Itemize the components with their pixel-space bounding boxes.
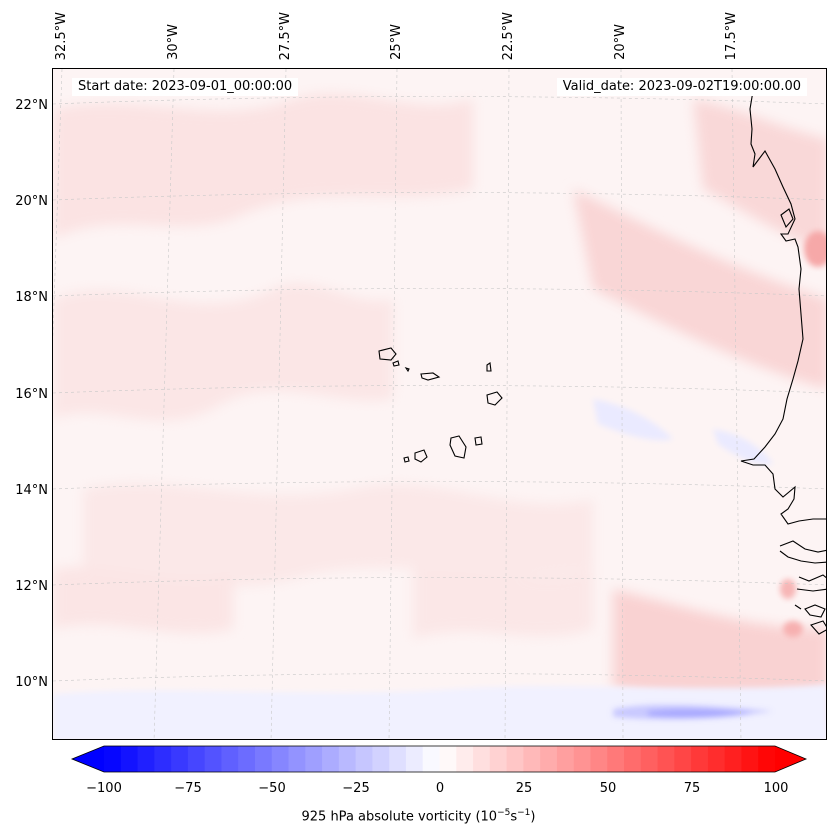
colorbar-tick: 100 <box>763 781 789 796</box>
colorbar-bin <box>405 746 424 772</box>
colorbar-bin <box>758 746 776 772</box>
colorbar-bin <box>104 746 122 772</box>
colorbar-bin <box>271 746 290 772</box>
colorbar-bin <box>288 746 306 772</box>
colorbar-outline <box>70 745 808 773</box>
lat-label-22n: 22°N <box>15 98 48 113</box>
colorbar-tick: −50 <box>258 781 286 796</box>
colorbar-tick: −75 <box>174 781 202 796</box>
colorbar-bin <box>338 746 357 772</box>
colorbar-bin <box>674 746 692 772</box>
colorbar-bin <box>540 746 558 772</box>
colorbar-tick: 75 <box>683 781 701 796</box>
colorbar <box>70 745 808 773</box>
colorbar-tick: 0 <box>435 781 445 796</box>
colorbar-bin <box>473 746 491 772</box>
colorbar-bin <box>171 746 189 772</box>
colorbar-bin <box>506 746 524 772</box>
colorbar-bin <box>204 746 222 772</box>
colorbar-tick: 25 <box>515 781 533 796</box>
colorbar-bin <box>137 746 155 772</box>
lon-label-20w: 20°W <box>612 24 628 60</box>
colorbar-bin <box>389 746 407 772</box>
african-coastline <box>740 90 826 525</box>
colorbar-bin <box>707 746 726 772</box>
lon-label-17-5w: 17.5°W <box>723 11 739 60</box>
lat-label-14n: 14°N <box>15 483 48 498</box>
colorbar-bin <box>607 746 625 772</box>
colorbar-bin <box>422 746 440 772</box>
colorbar-bin <box>355 746 373 772</box>
lat-label-20n: 20°N <box>15 194 48 209</box>
colorbar-max-extension <box>775 746 806 772</box>
colorbar-bin <box>439 746 457 772</box>
lon-label-27-5w: 27.5°W <box>277 11 293 60</box>
colorbar-bin <box>187 746 206 772</box>
colorbar-tick: −100 <box>86 781 122 796</box>
colorbar-bin <box>590 746 608 772</box>
lat-label-16n: 16°N <box>15 387 48 402</box>
colorbar-min-extension <box>72 746 104 772</box>
colorbar-bin <box>724 746 742 772</box>
colorbar-tick: 50 <box>599 781 617 796</box>
vorticity-field <box>53 69 826 739</box>
colorbar-bin <box>305 746 323 772</box>
colorbar-bin <box>624 746 642 772</box>
colorbar-label: 925 hPa absolute vorticity (10−5s−1) <box>301 808 536 825</box>
colorbar-bin <box>154 746 172 772</box>
colorbar-bin <box>254 746 273 772</box>
colorbar-bin <box>691 746 709 772</box>
cape-verde-islands <box>378 347 503 463</box>
colorbar-bin <box>372 746 390 772</box>
colorbar-bin <box>322 746 340 772</box>
colorbar-bin <box>238 746 256 772</box>
lon-label-25w: 25°W <box>388 24 404 60</box>
lat-label-10n: 10°N <box>15 675 48 690</box>
valid-date-label: Valid_date: 2023-09-02T19:00:00.00 <box>556 78 807 96</box>
colorbar-bin <box>456 746 474 772</box>
colorbar-bin <box>573 746 591 772</box>
colorbar-bin <box>489 746 508 772</box>
colorbar-bin <box>221 746 239 772</box>
colorbar-bin <box>741 746 759 772</box>
colorbar-bin <box>556 746 575 772</box>
colorbar-bin <box>120 746 139 772</box>
lon-label-22-5w: 22.5°W <box>500 11 516 60</box>
lon-label-32-5w: 32.5°W <box>53 11 69 60</box>
colorbar-bin <box>640 746 659 772</box>
map-panel[interactable] <box>52 68 827 740</box>
colorbar-tick: −25 <box>342 781 370 796</box>
colorbar-bin <box>523 746 541 772</box>
lat-label-18n: 18°N <box>15 290 48 305</box>
lon-label-30w: 30°W <box>165 24 181 60</box>
colorbar-bin <box>657 746 675 772</box>
start-date-label: Start date: 2023-09-01_00:00:00 <box>72 78 299 96</box>
lat-label-12n: 12°N <box>15 579 48 594</box>
